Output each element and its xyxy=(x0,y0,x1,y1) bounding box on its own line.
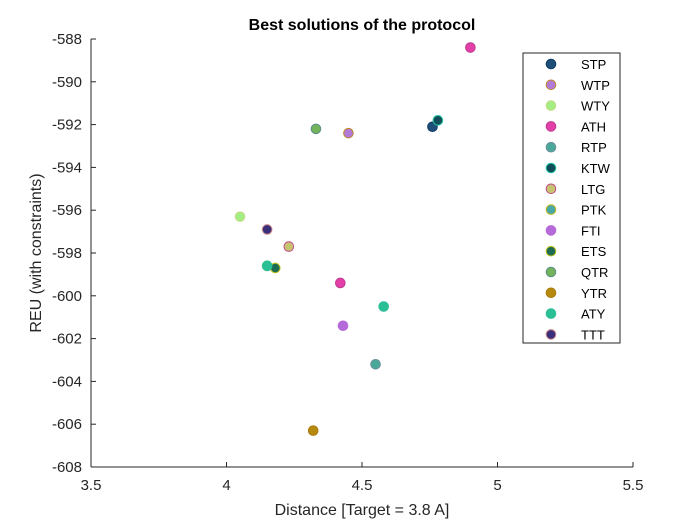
y-axis-label: REU (with constraints) xyxy=(28,173,45,332)
y-tick-label: -594 xyxy=(52,159,82,176)
legend-label-ptk: PTK xyxy=(581,203,607,218)
data-point-ttt xyxy=(261,224,273,235)
data-points xyxy=(234,42,476,436)
legend-marker-wty xyxy=(545,100,557,111)
legend-label-aty: ATY xyxy=(581,307,606,322)
legend-marker-aty xyxy=(545,308,557,319)
x-axis-label: Distance [Target = 3.8 A] xyxy=(275,502,450,519)
legend-label-stp: STP xyxy=(581,57,606,72)
legend-label-ktw: KTW xyxy=(581,161,611,176)
data-point-fti xyxy=(337,320,349,332)
y-tick-label: -596 xyxy=(52,202,82,219)
legend-marker-wtp xyxy=(545,79,557,91)
data-point-ltg xyxy=(283,241,295,252)
chart-title: Best solutions of the protocol xyxy=(249,17,476,34)
legend-marker-ytr xyxy=(545,287,557,299)
data-point-ath xyxy=(335,277,346,289)
legend-label-wty: WTY xyxy=(581,99,610,114)
y-tick-label: -604 xyxy=(52,373,82,390)
data-point-wtp xyxy=(343,127,354,139)
data-point-ktw xyxy=(432,115,444,126)
x-tick-label: 4 xyxy=(222,477,230,494)
legend-label-qtr: QTR xyxy=(581,265,608,280)
y-tick-label: -600 xyxy=(52,288,82,305)
data-point-ath xyxy=(465,42,476,53)
y-tick-label: -598 xyxy=(52,245,82,262)
data-point-qtr xyxy=(310,123,322,135)
legend-marker-fti xyxy=(545,225,557,236)
legend-box xyxy=(522,52,621,344)
legend-marker-rtp xyxy=(545,141,557,153)
legend-label-wtp: WTP xyxy=(581,78,610,93)
x-tick-label: 5.5 xyxy=(623,477,644,494)
legend: STP WTP WTY ATH RTP KTW LTG PTK FTI ETS QTR YTR ATY T… xyxy=(522,52,621,344)
y-tick-label: -592 xyxy=(52,117,82,134)
legend-marker-ptk xyxy=(545,204,557,215)
legend-marker-ktw xyxy=(545,162,557,174)
y-tick-label: -606 xyxy=(52,416,82,433)
data-point-ytr xyxy=(307,425,319,436)
legend-marker-qtr xyxy=(545,266,557,278)
x-tick-label: 4.5 xyxy=(352,477,373,494)
y-tick-label: -588 xyxy=(52,31,82,48)
legend-label-ath: ATH xyxy=(581,119,606,134)
axes: 3.5 4 4.5 5 5.5 -588 -590 -592 -594 -596 -598 -600 -… xyxy=(52,31,643,494)
legend-label-rtp: RTP xyxy=(581,140,607,155)
legend-label-ytr: YTR xyxy=(581,286,607,301)
legend-label-ets: ETS xyxy=(581,244,607,259)
legend-label-ttt: TTT xyxy=(581,327,605,342)
legend-marker-ath xyxy=(545,121,557,132)
y-tick-label: -608 xyxy=(52,459,82,476)
data-point-wty xyxy=(234,211,246,222)
x-tick-label: 3.5 xyxy=(81,477,102,494)
legend-marker-ets xyxy=(545,245,557,257)
legend-marker-ttt xyxy=(545,329,557,340)
legend-label-fti: FTI xyxy=(581,223,601,238)
data-point-aty xyxy=(378,301,389,312)
legend-marker-ltg xyxy=(545,183,557,195)
x-tick-label: 5 xyxy=(493,477,501,494)
data-point-aty xyxy=(261,260,273,272)
y-tick-label: -590 xyxy=(52,74,82,91)
legend-label-ltg: LTG xyxy=(581,182,605,197)
data-point-rtp xyxy=(370,358,381,370)
legend-marker-stp xyxy=(545,58,557,70)
y-tick-label: -602 xyxy=(52,331,82,348)
